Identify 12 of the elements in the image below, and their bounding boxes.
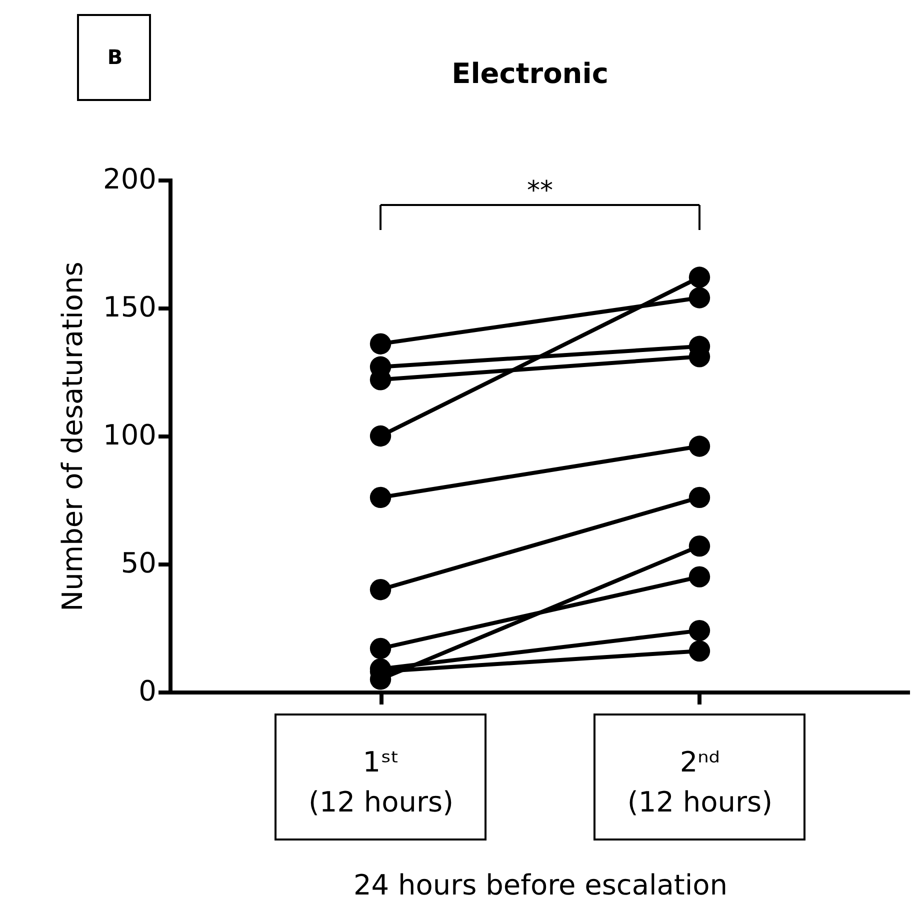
x-tick-label: 2ⁿᵈ (12 hours) <box>627 746 773 818</box>
x-tick-label: 1ˢᵗ (12 hours) <box>308 746 454 818</box>
chart-title: Electronic <box>452 57 608 90</box>
y-tick-label: 200 <box>103 162 156 196</box>
y-tick-label: 0 <box>138 674 156 708</box>
y-tick-label: 50 <box>120 546 156 580</box>
text: B <box>107 45 123 69</box>
y-tick-label: 150 <box>103 290 156 324</box>
y-axis-title: Number of desaturations <box>56 262 90 612</box>
x-axis-title: 24 hours before escalation <box>353 868 728 902</box>
annotation: ** <box>527 176 553 206</box>
y-tick-label: 100 <box>103 418 156 452</box>
